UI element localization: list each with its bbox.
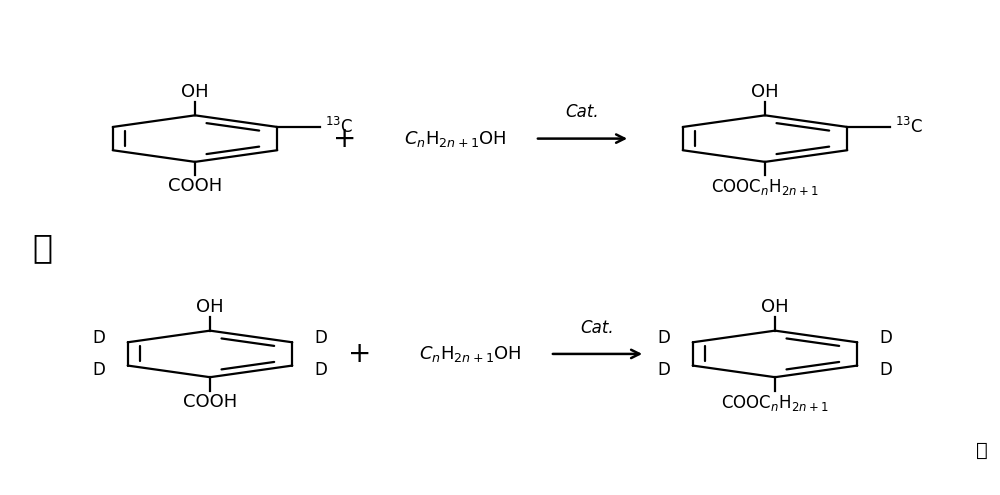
- Text: D: D: [314, 329, 327, 347]
- Text: D: D: [93, 360, 106, 379]
- Text: D: D: [314, 360, 327, 379]
- Text: COOH: COOH: [168, 177, 222, 196]
- Text: COOC$_n$H$_{2n+1}$: COOC$_n$H$_{2n+1}$: [721, 393, 829, 413]
- Text: OH: OH: [181, 83, 209, 100]
- Text: Cat.: Cat.: [565, 103, 599, 121]
- Text: 。: 。: [976, 441, 988, 460]
- Text: D: D: [658, 329, 671, 347]
- Text: D: D: [879, 329, 892, 347]
- Text: +: +: [348, 340, 372, 368]
- Text: D: D: [93, 329, 106, 347]
- Text: +: +: [333, 125, 357, 152]
- Text: COOH: COOH: [183, 393, 237, 411]
- Text: D: D: [879, 360, 892, 379]
- Text: $C_n$H$_{2n+1}$OH: $C_n$H$_{2n+1}$OH: [419, 344, 521, 364]
- Text: OH: OH: [761, 298, 789, 316]
- Text: D: D: [658, 360, 671, 379]
- Text: $^{13}$C: $^{13}$C: [325, 117, 353, 137]
- Text: $^{13}$C: $^{13}$C: [895, 117, 923, 137]
- Text: OH: OH: [196, 298, 224, 316]
- Text: OH: OH: [751, 83, 779, 100]
- Text: Cat.: Cat.: [580, 319, 614, 337]
- Text: 或: 或: [32, 231, 52, 264]
- Text: COOC$_n$H$_{2n+1}$: COOC$_n$H$_{2n+1}$: [711, 177, 819, 198]
- Text: $C_n$H$_{2n+1}$OH: $C_n$H$_{2n+1}$OH: [404, 129, 506, 148]
